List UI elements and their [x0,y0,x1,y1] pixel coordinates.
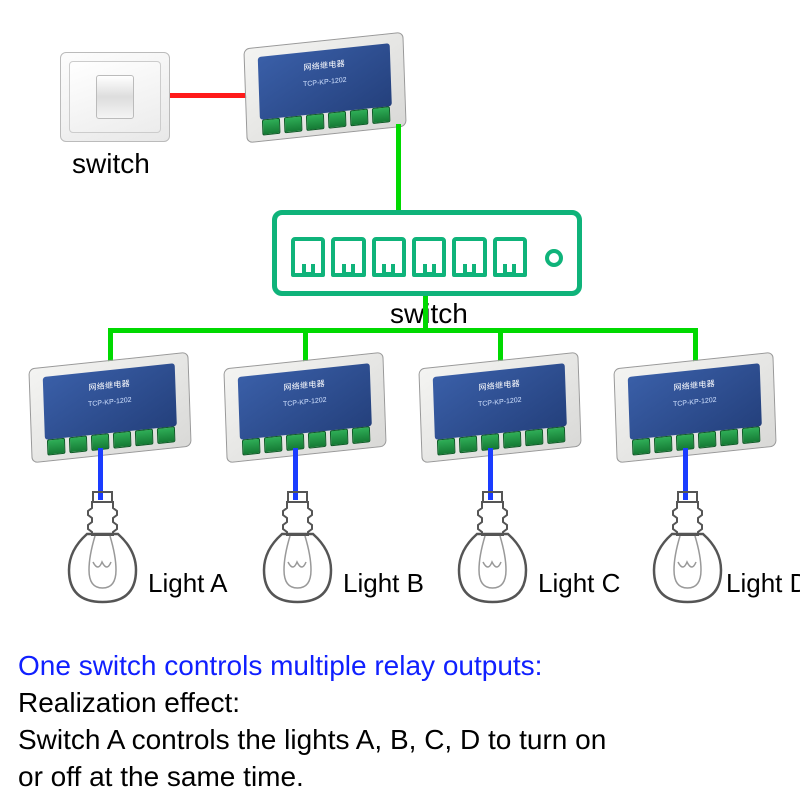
caption-line1: Realization effect: [18,685,782,722]
caption-block: One switch controls multiple relay outpu… [18,648,782,796]
light-d-label: Light D [726,568,800,599]
hub-label: switch [390,298,468,330]
diagram-canvas: switch 网络继电器 TCP-KP-1202 switch 网络继电器 [0,0,800,800]
bulb-icon [250,490,345,610]
hub-port [331,237,365,277]
hub-port [452,237,486,277]
hub-power-icon [545,249,563,267]
light-a-label: Light A [148,568,228,599]
bulb-icon [640,490,735,610]
wire-hub-down [423,296,428,332]
wire-trunk [108,328,698,333]
relay-module-b: 网络继电器 TCP-KP-1202 [223,352,386,463]
relay-module-c: 网络继电器 TCP-KP-1202 [418,352,581,463]
wire-relay-to-hub [396,124,401,214]
wall-switch [60,52,170,142]
bulb-icon [55,490,150,610]
hub-port [372,237,406,277]
wire-switch-to-relay [170,93,252,98]
wall-switch-label: switch [72,148,150,180]
relay-module-d: 网络继电器 TCP-KP-1202 [613,352,776,463]
lightbulb-a [55,490,150,610]
bulb-icon [445,490,540,610]
light-b-label: Light B [343,568,424,599]
network-switch [272,210,582,296]
light-c-label: Light C [538,568,620,599]
caption-heading: One switch controls multiple relay outpu… [18,648,782,685]
relay-module-top: 网络继电器 TCP-KP-1202 [243,32,406,143]
caption-line3: or off at the same time. [18,759,782,796]
hub-port [493,237,527,277]
hub-port [412,237,446,277]
lightbulb-b [250,490,345,610]
lightbulb-d [640,490,735,610]
caption-line2: Switch A controls the lights A, B, C, D … [18,722,782,759]
lightbulb-c [445,490,540,610]
relay-module-a: 网络继电器 TCP-KP-1202 [28,352,191,463]
hub-port [291,237,325,277]
